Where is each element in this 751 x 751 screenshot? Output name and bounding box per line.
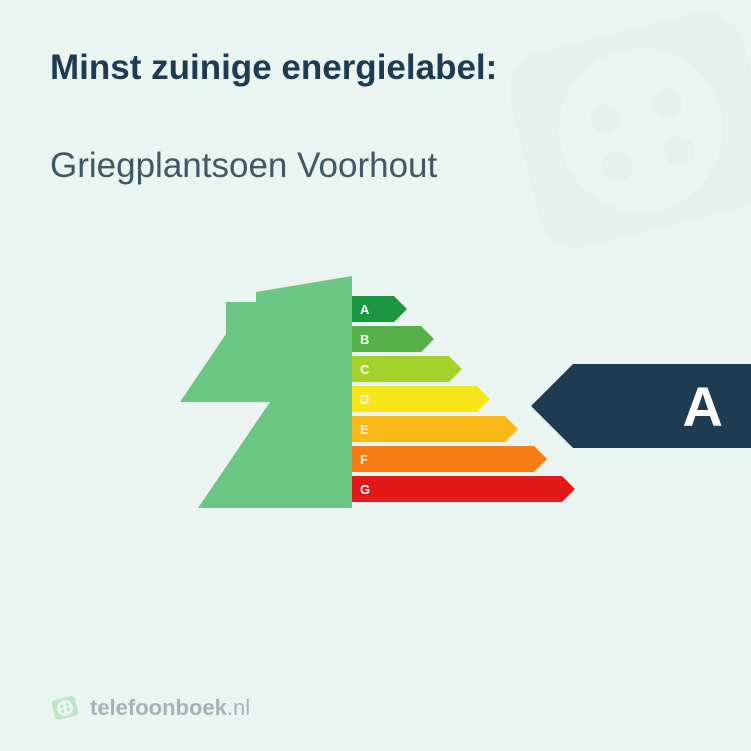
energy-bar-g: G bbox=[352, 476, 575, 502]
location-name: Griegplantsoen Voorhout bbox=[50, 146, 701, 186]
bar-label: B bbox=[360, 332, 369, 347]
house-icon bbox=[180, 276, 352, 508]
result-letter: A bbox=[683, 374, 723, 439]
bar-label: C bbox=[360, 362, 369, 377]
bar-label: E bbox=[360, 422, 369, 437]
energy-bar-a: A bbox=[352, 296, 575, 322]
page-title: Minst zuinige energielabel: bbox=[50, 48, 701, 88]
energy-bar-f: F bbox=[352, 446, 575, 472]
brand-icon bbox=[50, 693, 80, 723]
result-badge: A bbox=[531, 364, 751, 448]
bar-label: A bbox=[360, 302, 369, 317]
brand-name-light: .nl bbox=[227, 695, 250, 720]
bar-label: D bbox=[360, 392, 369, 407]
bar-label: F bbox=[360, 452, 368, 467]
footer-brand: telefoonboek.nl bbox=[50, 693, 250, 723]
energy-bar-b: B bbox=[352, 326, 575, 352]
bar-label: G bbox=[360, 482, 370, 497]
brand-name-bold: telefoonboek bbox=[90, 695, 227, 720]
